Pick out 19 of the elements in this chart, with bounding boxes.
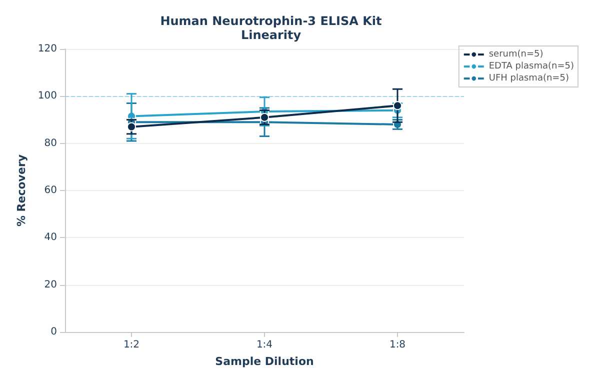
y-tick-label: 0 [50,326,57,338]
legend-label: UFH plasma(n=5) [488,74,569,84]
chart-title: Human Neurotrophin-3 ELISA Kit [160,14,382,28]
legend-label: EDTA plasma(n=5) [488,62,574,72]
y-tick-label: 100 [38,90,57,102]
y-tick-label: 60 [44,185,57,196]
x-tick-label: 1:4 [256,340,273,350]
chart-subtitle: Linearity [240,28,302,42]
x-axis-title: Sample Dilution [215,355,314,368]
y-axis-title: % Recovery [15,154,28,227]
point [393,101,402,110]
y-tick-label: 40 [44,232,57,244]
x-tick-label: 1:8 [389,340,406,350]
y-tick-label: 20 [44,279,57,290]
point [260,112,269,122]
legend-label: serum(n=5) [488,50,544,60]
y-tick-label: 80 [44,138,57,149]
y-tick-label: 120 [38,44,57,54]
x-tick-label: 1:2 [123,340,140,350]
